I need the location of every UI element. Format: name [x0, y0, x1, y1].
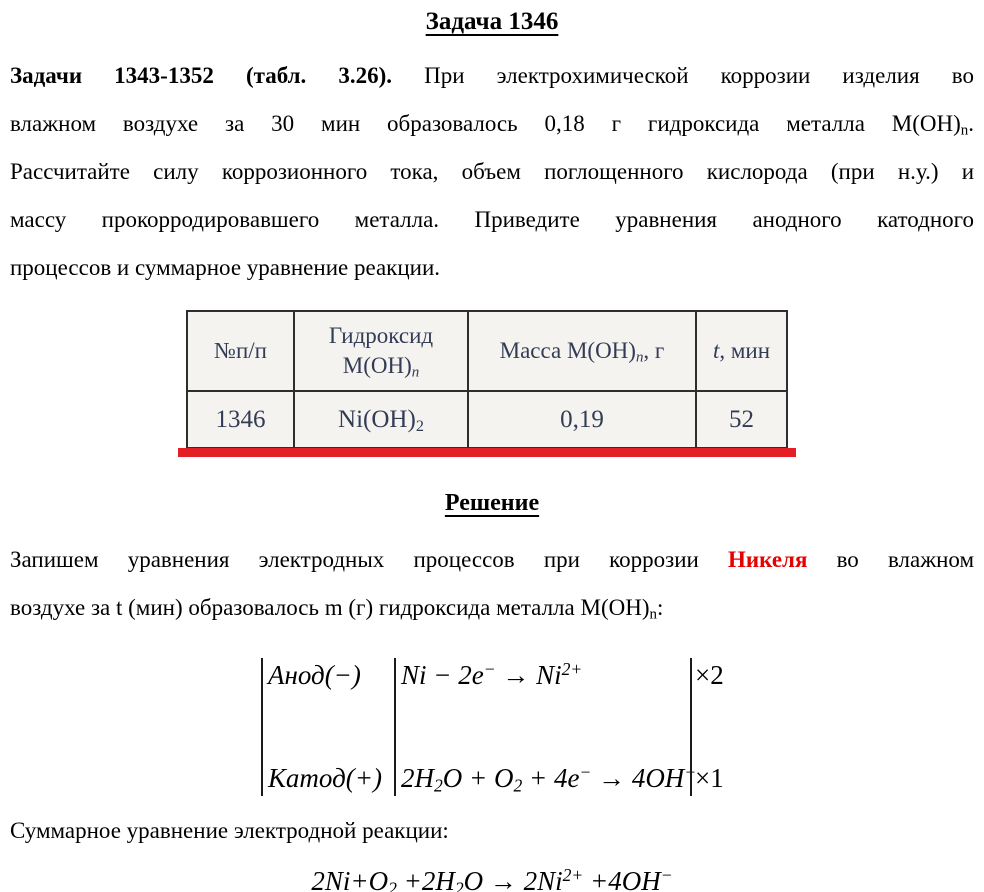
- cell-time-value: 52: [695, 390, 788, 449]
- header-hydroxide-word: Гидроксид: [328, 323, 434, 348]
- solution-formula-sub-n: n: [649, 606, 657, 623]
- electrode-labels-column: Анод(−) Катод(+): [261, 658, 394, 796]
- header-hydroxide-formula: M(OH): [342, 353, 412, 378]
- cathode-multiplier: ×1: [695, 763, 724, 793]
- summary-ion-charge: 2+: [562, 865, 584, 886]
- cell-hydroxide-text: Ni(OH): [338, 405, 416, 433]
- table-header-row: №п/п Гидроксид M(OH)n Масса M(OH)n, г t,…: [186, 310, 788, 392]
- cell-hydroxide-sub-2: 2: [415, 416, 424, 435]
- anode-eq-part1: Ni − 2e: [401, 660, 484, 690]
- summary-equation: 2Ni+O2 +2H2O → 2Ni2+ +4OH−: [0, 866, 984, 892]
- formula-subscript-n: n: [960, 122, 969, 139]
- problem-statement: Задачи 1343-1352 (табл. 3.26). При элект…: [10, 52, 974, 292]
- cathode-electron-charge: −: [579, 762, 592, 783]
- problem-line-1-rest: При электрохимической коррозии изделия в…: [424, 63, 974, 88]
- page-title-text: Задача 1346: [425, 8, 559, 35]
- problem-bold-prefix: Задачи 1343-1352 (табл. 3.26).: [10, 63, 393, 88]
- solution-line-1: Запишем уравнения электродных процессов …: [10, 536, 974, 584]
- anode-electron-charge: −: [483, 659, 496, 680]
- header-mass-unit: , г: [643, 338, 665, 363]
- solution-line-2-text: воздухе за t (мин) образовалось m (г) ги…: [10, 595, 650, 620]
- anode-label: Анод(−): [268, 660, 361, 690]
- multipliers-column: ×2 ×1: [690, 658, 732, 796]
- problem-line-2-period: .: [968, 111, 974, 136]
- problem-line-4: массу прокорродировавшего металла. Приве…: [10, 207, 974, 232]
- page-title: Задача 1346: [0, 8, 984, 36]
- problem-line-2: влажном воздухе за 30 мин образовалось 0…: [10, 100, 974, 148]
- cathode-eq-part2: O + O: [442, 763, 514, 793]
- electrode-equations-column: Ni − 2e− → Ni2+ 2H2O + O2 + 4e− → 4OH−: [394, 658, 696, 796]
- solution-line-1-text: Запишем уравнения электродных процессов …: [10, 547, 699, 572]
- header-mass-text: Масса M(OH): [499, 338, 636, 363]
- summary-water-sub: 2: [454, 878, 464, 892]
- summary-hydroxide-charge: −: [660, 865, 673, 886]
- cathode-label: Катод(+): [268, 763, 382, 793]
- cathode-water-sub: 2: [434, 775, 443, 796]
- red-underline-bar: [178, 448, 796, 457]
- problem-line-1: Задачи 1343-1352 (табл. 3.26). При элект…: [10, 52, 974, 100]
- problem-line-5: процессов и суммарное уравнение реакции.: [10, 255, 441, 280]
- summary-eq-part2: +2H: [396, 866, 455, 892]
- electrode-equations-block: Анод(−) Катод(+) Ni − 2e− → Ni2+ 2H2O + …: [261, 658, 732, 796]
- summary-eq-part1: 2Ni+O: [311, 866, 389, 892]
- metal-name-highlight: Никеля: [728, 547, 808, 572]
- cathode-eq-part4: → 4OH: [591, 763, 685, 793]
- solution-line-2-colon: :: [656, 595, 664, 620]
- table-data-row: 1346 Ni(OH)2 0,19 52: [186, 390, 788, 449]
- cell-hydroxide-formula: Ni(OH)2: [293, 390, 469, 449]
- cathode-oxygen-sub: 2: [513, 775, 523, 796]
- anode-multiplier: ×2: [695, 660, 724, 690]
- cathode-equation: 2H2O + O2 + 4e− → 4OH−: [401, 762, 696, 796]
- header-cell-time: t, мин: [695, 310, 788, 392]
- problem-line-2-text: влажном воздухе за 30 мин образовалось 0…: [10, 111, 961, 136]
- summary-oxygen-sub: 2: [388, 878, 397, 892]
- problem-data-table: №п/п Гидроксид M(OH)n Масса M(OH)n, г t,…: [186, 310, 788, 449]
- summary-eq-part4: +4OH: [583, 866, 661, 892]
- header-hydroxide-sub-n: n: [411, 364, 420, 381]
- cell-mass-value: 0,19: [467, 390, 697, 449]
- cathode-eq-part3: + 4e: [522, 763, 580, 793]
- solution-line-2: воздухе за t (мин) образовалось m (г) ги…: [10, 584, 974, 632]
- cell-problem-number: 1346: [186, 390, 295, 449]
- summary-label: Суммарное уравнение электродной реакции:: [10, 818, 449, 843]
- header-cell-mass: Масса M(OH)n, г: [467, 310, 697, 392]
- anode-eq-part2: → Ni: [495, 660, 562, 690]
- anode-ion-charge: 2+: [561, 659, 583, 680]
- solution-intro: Запишем уравнения электродных процессов …: [10, 536, 974, 632]
- header-cell-number: №п/п: [186, 310, 295, 392]
- solution-heading: Решение: [0, 490, 984, 517]
- cathode-eq-part1: 2H: [401, 763, 434, 793]
- header-mass-sub-n: n: [635, 349, 644, 366]
- anode-equation: Ni − 2e− → Ni2+: [401, 660, 690, 691]
- header-time-symbol: t: [712, 338, 720, 363]
- solution-heading-text: Решение: [444, 490, 540, 516]
- summary-eq-part3: O → 2Ni: [463, 866, 563, 892]
- header-time-unit: , мин: [719, 338, 771, 363]
- header-cell-hydroxide: Гидроксид M(OH)n: [293, 310, 469, 392]
- solution-line-1-rest: во влажном: [836, 547, 975, 572]
- problem-line-3: Рассчитайте силу коррозионного тока, объ…: [10, 159, 974, 184]
